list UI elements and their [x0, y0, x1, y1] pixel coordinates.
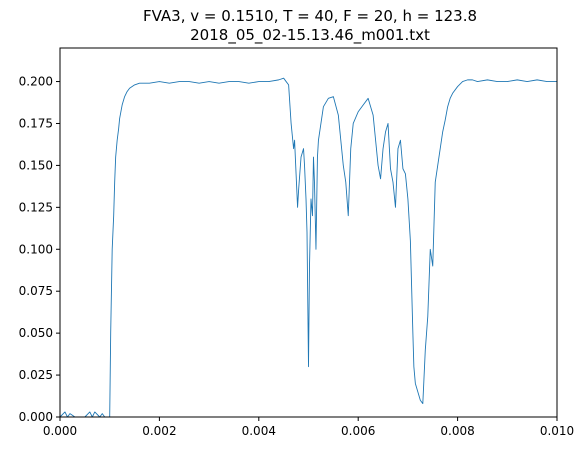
- y-tick-label: 0.175: [19, 116, 53, 130]
- y-tick-label: 0.100: [19, 242, 53, 256]
- plot-frame: [59, 47, 558, 418]
- y-tick-label: 0.050: [19, 326, 53, 340]
- x-tick-label: 0.000: [43, 424, 77, 438]
- data-layer: [59, 77, 557, 418]
- axis-layer: 0.000 0.002 0.004 0.006 0.008 0.010 0.000 0.025…: [19, 75, 575, 438]
- x-tick-label: 0.006: [341, 424, 375, 438]
- chart-subtitle: 2018_05_02-15.13.46_m001.txt: [190, 26, 430, 45]
- x-tick-label: 0.004: [242, 424, 276, 438]
- x-tick-label: 0.010: [540, 424, 574, 438]
- chart-title: FVA3, v = 0.1510, T = 40, F = 20, h = 12…: [143, 7, 477, 25]
- y-tick-label: 0.150: [19, 158, 53, 172]
- x-tick-label: 0.008: [440, 424, 474, 438]
- y-tick-label: 0.075: [19, 284, 53, 298]
- y-tick-label: 0.000: [19, 410, 53, 424]
- y-tick-label: 0.025: [19, 368, 53, 382]
- y-tick-label: 0.200: [19, 75, 53, 89]
- series-line-0: [59, 77, 557, 418]
- y-tick-label: 0.125: [19, 200, 53, 214]
- x-tick-label: 0.002: [142, 424, 176, 438]
